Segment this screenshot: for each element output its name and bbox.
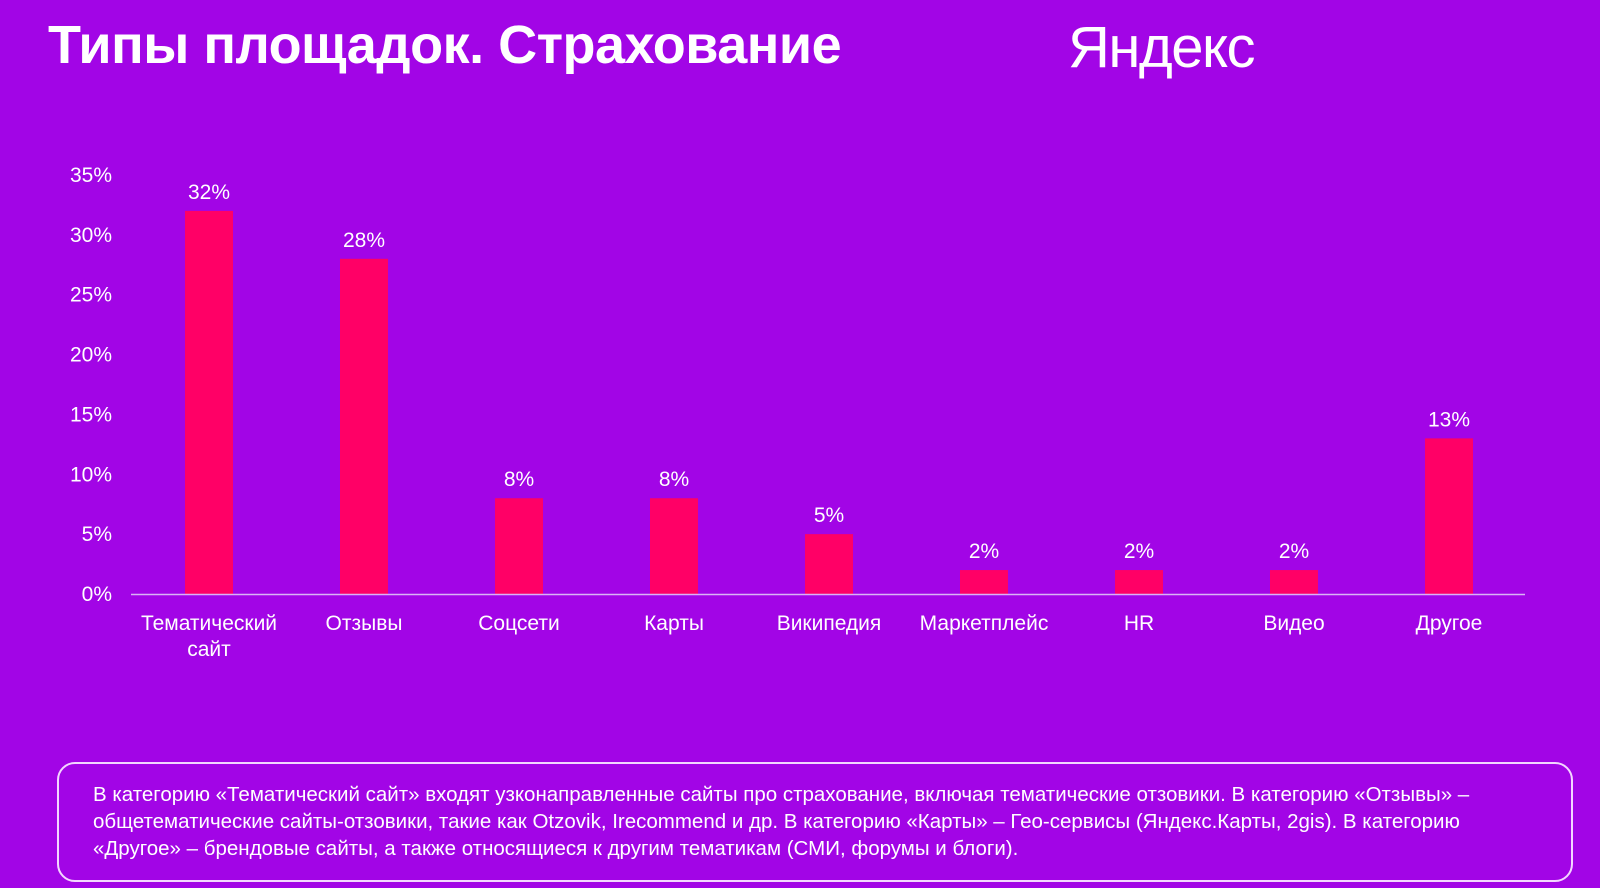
y-axis-ticks: 0% 5% 10% 15% 20% 25% 30% 35% [70,164,112,606]
data-label: 13% [1428,408,1470,431]
bar [185,210,233,594]
yandex-logo: Яндекс [1068,15,1256,80]
data-label: 2% [1279,540,1309,563]
category-label-line: Отзывы [326,612,403,635]
category-label: Википедия [777,612,882,635]
y-tick-label: 10% [70,463,112,486]
category-label-line: Карты [644,612,704,635]
category-label-line: Соцсети [478,612,559,635]
data-label: 8% [504,468,534,491]
slide-title: Типы площадок. Страхование [48,15,842,75]
category-label-line: Маркетплейс [920,612,1049,635]
bar [340,258,388,594]
y-tick-label: 30% [70,224,112,247]
data-label: 28% [343,229,385,252]
category-label-line: HR [1124,612,1154,635]
data-labels: 32% 28% 8% 8% 5% 2% 2% 2% 13% [188,181,1470,563]
data-label: 32% [188,181,230,204]
category-label-line: Википедия [777,612,882,635]
bars [185,210,1473,594]
note-text: В категорию «Тематический сайт» входят у… [93,783,1470,860]
category-label: Маркетплейс [920,612,1049,635]
data-label: 2% [969,540,999,563]
bar [1425,438,1473,594]
bar [960,570,1008,594]
bar [650,498,698,594]
y-tick-label: 15% [70,403,112,426]
data-label: 2% [1124,540,1154,563]
category-label: Тематический сайт [141,612,277,661]
note-box: В категорию «Тематический сайт» входят у… [57,762,1573,882]
bar-chart: 0% 5% 10% 15% 20% 25% 30% 35% 32% 28% 8% 8% 5% 2% 2% 2… [70,164,1525,661]
category-label: Видео [1263,612,1324,635]
category-label-line: сайт [187,638,231,661]
category-label: HR [1124,612,1154,635]
y-tick-label: 35% [70,164,112,187]
category-label-line: Тематический [141,612,277,635]
category-label: Карты [644,612,704,635]
category-labels: Тематический сайт Отзывы Соцсети Карты Википе… [141,612,1482,661]
bar [1270,570,1318,594]
category-label-line: Видео [1263,612,1324,635]
category-label-line: Другое [1416,612,1483,635]
bar [1115,570,1163,594]
y-tick-label: 0% [82,583,112,606]
data-label: 8% [659,468,689,491]
bar [495,498,543,594]
bar [805,534,853,594]
y-tick-label: 20% [70,344,112,367]
category-label: Отзывы [326,612,403,635]
y-tick-label: 25% [70,284,112,307]
y-tick-label: 5% [82,523,112,546]
category-label: Соцсети [478,612,559,635]
category-label: Другое [1416,612,1483,635]
data-label: 5% [814,504,844,527]
